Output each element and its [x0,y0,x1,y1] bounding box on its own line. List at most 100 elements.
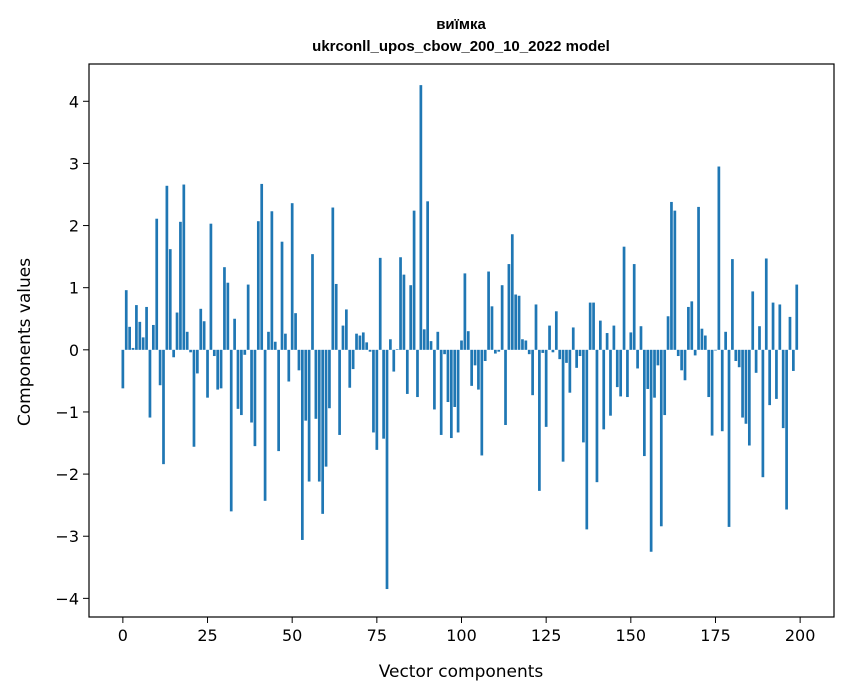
bar [128,326,131,350]
bar [500,285,504,350]
bar [250,349,253,423]
bar [155,218,159,350]
bar [788,316,792,350]
x-axis-label: Vector components [379,662,544,682]
bar [212,349,216,357]
bar [158,349,162,386]
bar [744,349,748,424]
bar [649,349,653,552]
bar [643,349,646,457]
bar [219,349,223,389]
bar [717,166,721,350]
bar [521,339,524,350]
bar [429,341,433,350]
bar [317,349,321,482]
bar [151,324,155,350]
bar [365,342,369,350]
bar [416,349,419,398]
bar [724,331,727,350]
bar [148,349,152,418]
bar [639,326,643,350]
bar [710,349,714,436]
bar [395,349,399,350]
bar [287,349,291,382]
bar [256,221,260,350]
bar [412,210,416,350]
bar [162,349,165,465]
bar [236,349,240,409]
bar [720,349,724,432]
bar [792,349,795,371]
bar [494,349,497,354]
y-tick-label: 1 [69,279,79,298]
bar [405,349,409,394]
y-tick-label: 4 [69,92,79,111]
bar [456,349,460,433]
bar [666,316,670,350]
bar [382,349,385,439]
bar [538,349,541,491]
bar [199,308,203,350]
y-axis-label: Components values [15,258,35,426]
bar [636,349,639,369]
bar [575,349,578,368]
bar [534,304,538,350]
bar [487,271,490,350]
bar [223,267,226,350]
bar [436,331,440,350]
bar [348,349,352,388]
bar [189,349,192,353]
bar [375,349,379,450]
bar [653,349,656,398]
bar [389,339,392,350]
bar [138,321,142,350]
bar [646,349,650,389]
bar [182,184,186,350]
bar [524,340,528,350]
bar [209,223,213,350]
bar [670,201,673,350]
bar [622,246,626,350]
bar [168,249,172,350]
bar [554,311,558,350]
bar [507,264,511,350]
bar [568,349,572,393]
bar [626,349,629,398]
bar [734,349,738,362]
bar [460,340,463,350]
bar [372,349,375,433]
bar [781,349,785,429]
bar [328,349,331,409]
bar [612,325,616,350]
bar [659,349,663,527]
bar [656,349,660,366]
bar [324,349,328,467]
bar [131,347,135,350]
bar [517,295,521,350]
bar [490,306,494,350]
bar [304,349,308,421]
bar [233,318,236,350]
bar [385,349,389,590]
bar [253,349,257,447]
bar [294,313,297,350]
bar [483,349,487,362]
bar [141,337,145,350]
bar [514,294,518,350]
y-axis-ticks: −4 −3 −2 −1 0 1 2 3 4 [55,92,89,608]
bar [240,349,243,416]
bar [585,349,589,530]
bar [680,349,683,371]
bar [172,349,176,358]
y-tick-label: −2 [55,465,79,484]
bar [263,349,267,501]
bar [697,206,700,350]
bar [321,349,325,514]
bar [578,349,582,357]
bar [470,349,474,386]
bar [785,349,788,510]
bar [246,284,250,350]
bar [629,332,633,350]
bar [243,349,247,355]
bar [422,329,426,350]
